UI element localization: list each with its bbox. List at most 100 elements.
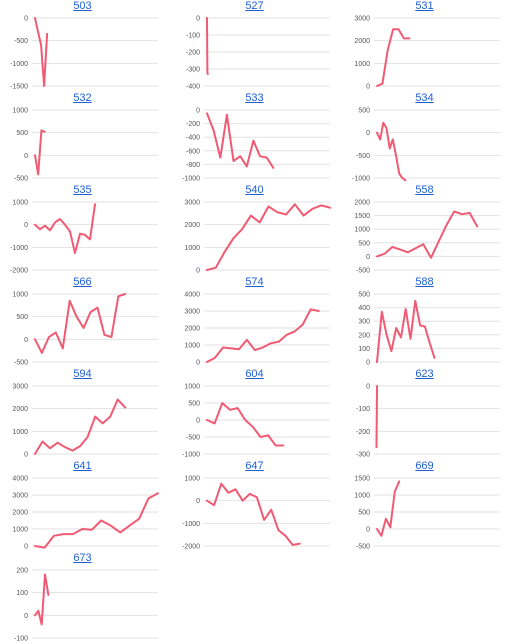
- chart-title-link[interactable]: 558: [415, 184, 434, 196]
- chart-title-link[interactable]: 647: [245, 460, 264, 472]
- chart-title-link[interactable]: 532: [73, 92, 92, 104]
- y-tick-label: -500: [186, 435, 200, 442]
- y-tick-label: 1000: [354, 227, 370, 234]
- chart-panel-531: 531 0 1000 2000 3000: [342, 0, 507, 92]
- line-chart: 500 0 -500 -1000: [352, 108, 500, 183]
- y-tick-label: -1000: [10, 245, 28, 252]
- y-tick-label: 1000: [184, 384, 200, 391]
- y-tick-label: 3000: [184, 309, 200, 316]
- series-line: [376, 210, 479, 259]
- y-tick-label: -300: [356, 452, 370, 459]
- y-tick-label: 1000: [12, 200, 28, 207]
- series-line: [34, 398, 127, 455]
- series-line: [206, 17, 209, 76]
- y-tick-label: -1000: [182, 176, 200, 183]
- y-tick-label: 0: [24, 544, 28, 551]
- y-tick-label: 500: [188, 401, 200, 408]
- y-tick-label: 0: [24, 452, 28, 459]
- chart-title-link[interactable]: 531: [415, 0, 434, 12]
- y-tick-label: -400: [186, 84, 200, 91]
- y-tick-label: 500: [358, 108, 370, 115]
- chart-panel-594: 594 3000 2000 1000 0: [0, 368, 165, 460]
- y-tick-label: -100: [14, 636, 28, 643]
- line-chart: 0 -100 -200 -300 -400: [186, 16, 330, 91]
- y-tick-label: -300: [186, 67, 200, 74]
- chart-title-link[interactable]: 669: [415, 460, 434, 472]
- y-tick-label: -200: [356, 429, 370, 436]
- chart-panel-566: 566 1000 500 0 -500: [0, 276, 165, 368]
- chart-panel-623: 623 0 -100 -200 -300: [342, 368, 507, 460]
- y-tick-label: 0: [366, 527, 370, 534]
- y-tick-label: -100: [356, 406, 370, 413]
- y-tick-label: 500: [16, 314, 28, 321]
- chart-panel-534: 534 500 0 -500 -1000: [342, 92, 507, 184]
- y-tick-label: 1000: [12, 292, 28, 299]
- chart-title-link[interactable]: 533: [245, 92, 264, 104]
- y-tick-label: 3000: [12, 384, 28, 391]
- series-line: [376, 480, 401, 537]
- chart-title-link[interactable]: 641: [73, 460, 92, 472]
- y-tick-label: -2000: [182, 544, 200, 551]
- line-chart: 0 -500 -1000 -1500: [10, 16, 158, 91]
- y-tick-label: -1500: [10, 84, 28, 91]
- y-tick-label: 0: [366, 384, 370, 391]
- series-line: [206, 203, 331, 271]
- y-tick-label: 0: [366, 84, 370, 91]
- chart-title-link[interactable]: 588: [415, 276, 434, 288]
- y-tick-label: 4000: [184, 292, 200, 299]
- y-tick-label: 2000: [354, 200, 370, 207]
- y-tick-label: -1000: [10, 61, 28, 68]
- y-tick-label: 1000: [354, 493, 370, 500]
- y-tick-label: 0: [366, 130, 370, 137]
- y-tick-label: -500: [356, 153, 370, 160]
- series-line: [206, 112, 275, 169]
- series-line: [206, 402, 285, 447]
- chart-panel-647: 647 1000 0 -1000 -2000: [172, 460, 337, 552]
- y-tick-label: 2000: [354, 38, 370, 45]
- line-chart: 1500 1000 500 0 -500: [354, 476, 500, 551]
- y-tick-label: 0: [24, 337, 28, 344]
- y-tick-label: 1000: [354, 61, 370, 68]
- chart-title-link[interactable]: 566: [73, 276, 92, 288]
- y-tick-label: 500: [358, 240, 370, 247]
- y-tick-label: 0: [196, 268, 200, 275]
- chart-panel-532: 532 1000 500 0 -500: [0, 92, 165, 184]
- line-chart: 1000 500 0 -500 -1000: [182, 384, 330, 459]
- series-line: [206, 482, 301, 546]
- chart-title-link[interactable]: 673: [73, 552, 92, 564]
- y-tick-label: 3000: [354, 16, 370, 23]
- y-tick-label: 0: [196, 108, 200, 115]
- y-tick-label: 0: [24, 16, 28, 23]
- chart-title-link[interactable]: 534: [415, 92, 434, 104]
- y-tick-label: 3000: [12, 493, 28, 500]
- line-chart: 2000 1500 1000 500 0 -500: [354, 200, 500, 275]
- y-tick-label: -400: [186, 135, 200, 142]
- chart-title-link[interactable]: 540: [245, 184, 264, 196]
- y-tick-label: -2000: [10, 268, 28, 275]
- chart-title-link[interactable]: 594: [73, 368, 92, 380]
- y-tick-label: 400: [358, 305, 370, 312]
- y-tick-label: -500: [356, 268, 370, 275]
- y-tick-label: 0: [24, 153, 28, 160]
- y-tick-label: 500: [16, 130, 28, 137]
- chart-title-link[interactable]: 535: [73, 184, 92, 196]
- chart-title-link[interactable]: 604: [245, 368, 264, 380]
- y-tick-label: 200: [16, 568, 28, 575]
- chart-panel-604: 604 1000 500 0 -500 -1000: [172, 368, 337, 460]
- chart-title-link[interactable]: 574: [245, 276, 264, 288]
- y-tick-label: -1000: [182, 452, 200, 459]
- series-line: [34, 293, 127, 354]
- chart-title-link[interactable]: 527: [245, 0, 264, 12]
- y-tick-label: -100: [186, 33, 200, 40]
- chart-title-link[interactable]: 503: [73, 0, 92, 12]
- chart-panel-669: 669 1500 1000 500 0 -500: [342, 460, 507, 552]
- y-tick-label: 500: [358, 510, 370, 517]
- chart-title-link[interactable]: 623: [415, 368, 434, 380]
- series-line: [376, 28, 411, 87]
- y-tick-label: 1000: [184, 343, 200, 350]
- y-tick-label: 1500: [354, 476, 370, 483]
- line-chart: 1000 0 -1000 -2000: [182, 476, 330, 551]
- y-tick-label: -200: [186, 50, 200, 57]
- y-tick-label: 0: [366, 254, 370, 261]
